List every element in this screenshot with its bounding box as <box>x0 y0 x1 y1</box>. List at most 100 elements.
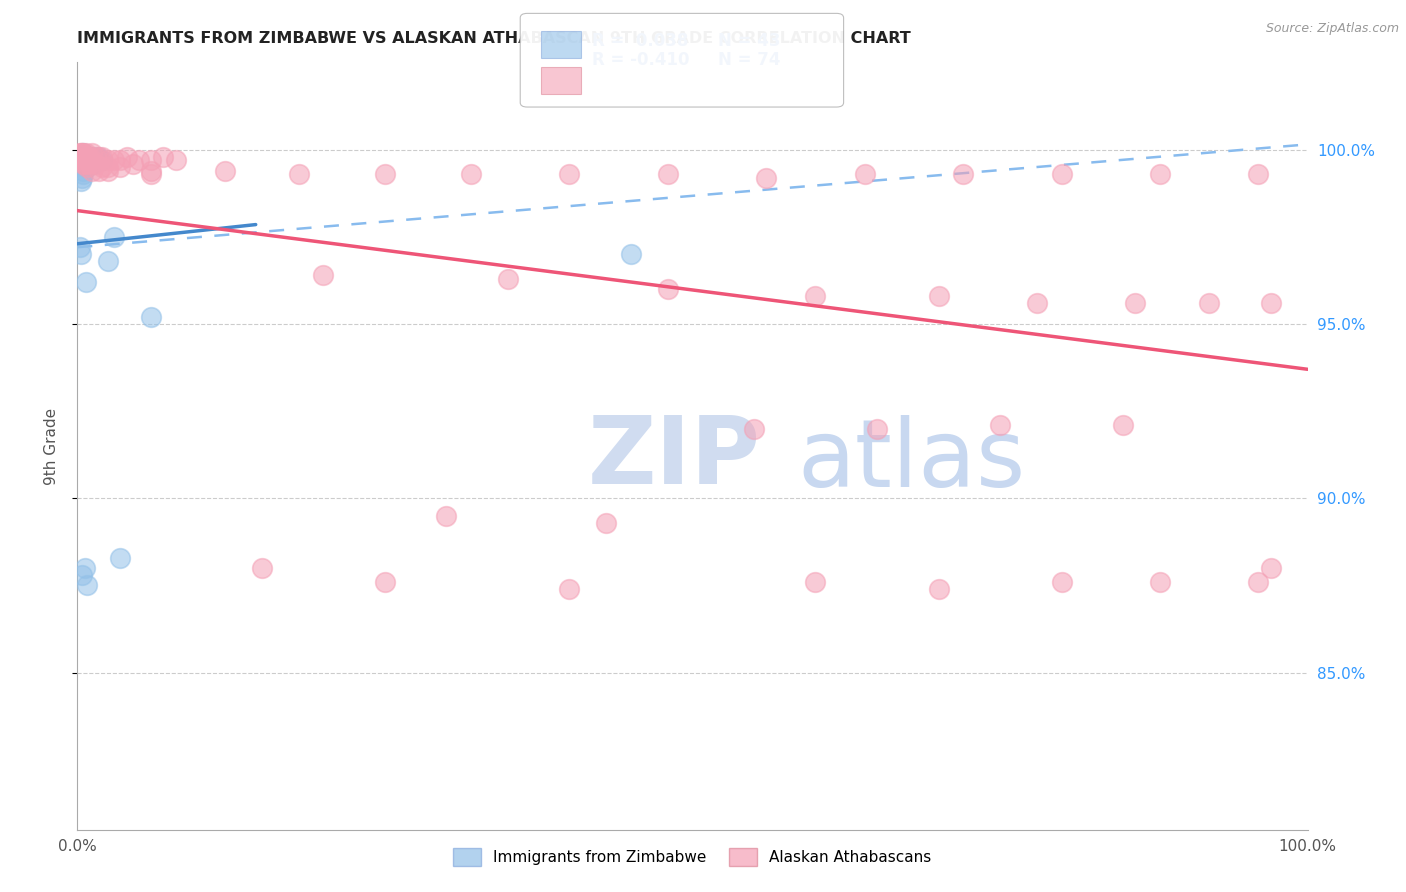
Point <box>97 160 120 174</box>
Point <box>70 153 93 167</box>
Point <box>89 150 111 164</box>
Point <box>79 156 101 170</box>
Point <box>70 247 93 261</box>
Point <box>70 568 93 582</box>
Point <box>595 516 617 530</box>
Point <box>141 310 163 324</box>
Point <box>72 156 94 170</box>
Y-axis label: 9th Grade: 9th Grade <box>44 408 59 484</box>
Point <box>69 146 91 161</box>
Point <box>82 150 104 164</box>
Point <box>87 150 110 164</box>
Point <box>558 167 581 181</box>
Point <box>76 160 98 174</box>
Point <box>141 153 163 167</box>
Text: R = -0.410: R = -0.410 <box>592 51 689 69</box>
Point <box>82 146 104 161</box>
Point <box>70 156 93 170</box>
Legend: Immigrants from Zimbabwe, Alaskan Athabascans: Immigrants from Zimbabwe, Alaskan Athaba… <box>447 842 938 871</box>
Point <box>76 153 98 167</box>
Point <box>1149 574 1171 589</box>
Point <box>75 153 97 167</box>
Point <box>69 150 91 164</box>
Point <box>84 150 107 164</box>
Point <box>1050 574 1073 589</box>
Point <box>84 156 107 170</box>
Point <box>103 153 125 167</box>
Point <box>90 160 114 174</box>
Point <box>77 150 100 164</box>
Point <box>952 167 974 181</box>
Point <box>72 146 94 161</box>
Point <box>657 167 679 181</box>
Text: atlas: atlas <box>797 416 1025 508</box>
Point <box>84 153 107 167</box>
Point <box>103 229 125 244</box>
Point <box>82 163 104 178</box>
Point <box>121 156 143 170</box>
Point <box>755 170 778 185</box>
Point <box>141 167 163 181</box>
Point <box>152 150 174 164</box>
Text: Source: ZipAtlas.com: Source: ZipAtlas.com <box>1265 22 1399 36</box>
Point <box>70 153 93 167</box>
Point <box>988 418 1011 433</box>
Text: ZIP: ZIP <box>588 411 761 503</box>
Text: R =  0.038: R = 0.038 <box>592 32 689 50</box>
Point <box>1260 561 1282 575</box>
Point <box>97 153 120 167</box>
Point <box>141 163 163 178</box>
Point <box>374 574 396 589</box>
Point <box>115 150 138 164</box>
Point <box>76 150 98 164</box>
Point <box>73 156 96 170</box>
Point <box>89 163 111 178</box>
Point <box>1260 296 1282 310</box>
Point <box>288 167 311 181</box>
Point <box>866 421 889 435</box>
Point <box>804 574 827 589</box>
Point <box>1247 167 1270 181</box>
Point <box>75 156 97 170</box>
Point <box>73 561 96 575</box>
Point <box>76 160 98 174</box>
Point <box>214 163 236 178</box>
Point <box>79 150 101 164</box>
Point <box>1112 418 1135 433</box>
Point <box>73 150 96 164</box>
Point <box>97 254 120 268</box>
Point <box>72 153 94 167</box>
Point <box>1026 296 1049 310</box>
Point <box>1125 296 1147 310</box>
Point <box>250 561 273 575</box>
Point <box>73 153 96 167</box>
Point <box>70 174 93 188</box>
Point <box>72 146 94 161</box>
Point <box>77 156 100 170</box>
Point <box>742 421 765 435</box>
Point <box>70 150 93 164</box>
Point <box>90 150 114 164</box>
Text: IMMIGRANTS FROM ZIMBABWE VS ALASKAN ATHABASCAN 9TH GRADE CORRELATION CHART: IMMIGRANTS FROM ZIMBABWE VS ALASKAN ATHA… <box>77 31 911 46</box>
Point <box>620 247 643 261</box>
Point <box>69 240 91 254</box>
Point <box>72 167 94 181</box>
Point <box>374 167 396 181</box>
Point <box>928 582 950 596</box>
Point <box>312 268 335 282</box>
Point <box>928 289 950 303</box>
Point <box>80 153 103 167</box>
Point <box>70 153 93 167</box>
Point <box>110 160 132 174</box>
Point <box>70 150 93 164</box>
Point <box>1247 574 1270 589</box>
Point <box>76 578 98 592</box>
Point <box>73 156 96 170</box>
Text: N = 74: N = 74 <box>718 51 780 69</box>
Point <box>70 146 93 161</box>
Point <box>853 167 876 181</box>
Text: N = 43: N = 43 <box>718 32 780 50</box>
Point <box>165 153 187 167</box>
Point <box>79 150 101 164</box>
Point <box>72 150 94 164</box>
